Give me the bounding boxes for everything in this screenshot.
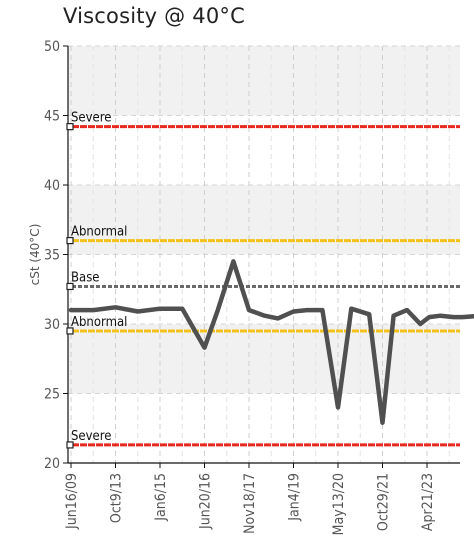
x-tick-label: Nov18/17 [242, 473, 258, 534]
y-tick-label: 20 [44, 456, 60, 472]
grid-band [68, 46, 460, 116]
grid-band [68, 324, 460, 394]
y-tick-label: 30 [44, 317, 60, 333]
threshold-label: Abnormal [71, 315, 127, 330]
x-tick-label: May13/20 [331, 473, 347, 535]
threshold-label: Severe [71, 429, 111, 444]
y-axis-label: cSt (40°C) [28, 224, 42, 286]
threshold-marker [66, 327, 74, 335]
chart-title: Viscosity @ 40°C [63, 4, 245, 28]
y-tick-label: 50 [44, 39, 60, 55]
series-line [68, 259, 474, 425]
threshold-marker [66, 282, 74, 291]
x-tick-label: Jan4/19 [287, 473, 303, 522]
x-tick-label: Apr21/23 [420, 473, 436, 531]
threshold-marker [66, 237, 74, 245]
x-tick-label: Oct9/13 [109, 473, 125, 523]
x-tick-label: Oct29/21 [376, 473, 392, 531]
threshold-label: Severe [71, 111, 111, 126]
y-tick-label: 40 [44, 178, 60, 194]
x-tick-label: Jun20/16 [198, 473, 214, 530]
y-tick-label: 35 [44, 248, 60, 264]
y-tick-label: 25 [44, 387, 60, 403]
threshold-marker [66, 123, 74, 131]
grid-band [68, 185, 460, 255]
threshold-marker [66, 441, 74, 449]
threshold-label: Abnormal [71, 225, 127, 240]
threshold-label: Base [71, 270, 99, 285]
x-tick-label: Jun16/09 [64, 473, 80, 530]
y-tick-label: 45 [44, 109, 60, 125]
x-tick-label: Jan6/15 [153, 473, 169, 522]
